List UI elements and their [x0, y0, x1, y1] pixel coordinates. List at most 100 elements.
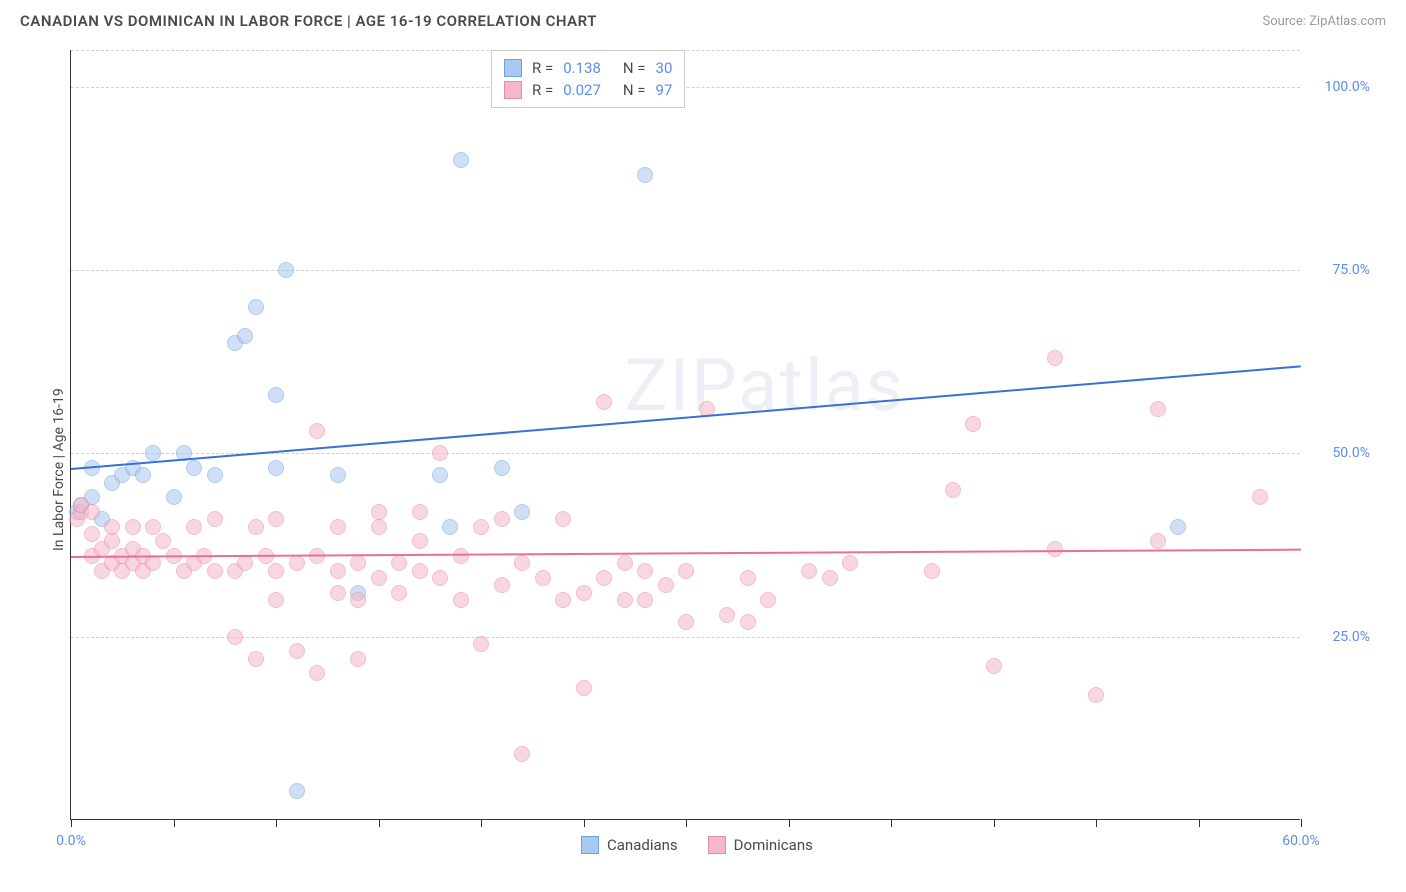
stats-n-label: N =	[623, 59, 646, 77]
legend-item: Dominicans	[708, 836, 813, 854]
data-point	[350, 592, 366, 608]
data-point	[412, 563, 428, 579]
data-point	[278, 262, 294, 278]
data-point	[391, 555, 407, 571]
data-point	[432, 467, 448, 483]
data-point	[473, 636, 489, 652]
data-point	[596, 394, 612, 410]
x-tick	[1096, 819, 1097, 827]
data-point	[555, 592, 571, 608]
x-tick	[71, 819, 72, 827]
data-point	[104, 519, 120, 535]
data-point	[678, 614, 694, 630]
data-point	[945, 482, 961, 498]
data-point	[309, 665, 325, 681]
data-point	[248, 651, 264, 667]
data-point	[494, 460, 510, 476]
x-tick	[481, 819, 482, 827]
data-point	[719, 607, 735, 623]
y-axis-label: In Labor Force | Age 16-19	[51, 388, 67, 551]
y-tick-label: 100.0%	[1310, 79, 1370, 95]
data-point	[760, 592, 776, 608]
data-point	[637, 592, 653, 608]
data-point	[432, 445, 448, 461]
x-tick	[789, 819, 790, 827]
stats-r-label: R =	[532, 59, 553, 77]
x-tick-label: 60.0%	[1282, 833, 1320, 849]
data-point	[289, 783, 305, 799]
data-point	[207, 467, 223, 483]
legend-swatch	[581, 836, 599, 854]
data-point	[268, 511, 284, 527]
data-point	[330, 585, 346, 601]
data-point	[1088, 687, 1104, 703]
data-point	[237, 555, 253, 571]
data-point	[514, 504, 530, 520]
x-tick-label: 0.0%	[56, 833, 86, 849]
data-point	[145, 445, 161, 461]
x-tick	[994, 819, 995, 827]
x-tick	[1301, 819, 1302, 827]
data-point	[494, 577, 510, 593]
data-point	[371, 570, 387, 586]
x-tick	[1199, 819, 1200, 827]
data-point	[268, 563, 284, 579]
data-point	[1252, 489, 1268, 505]
data-point	[1150, 401, 1166, 417]
gridline	[71, 50, 1300, 51]
y-tick-label: 25.0%	[1310, 629, 1370, 645]
data-point	[658, 577, 674, 593]
data-point	[1047, 541, 1063, 557]
data-point	[412, 533, 428, 549]
data-point	[155, 533, 171, 549]
data-point	[965, 416, 981, 432]
legend-swatch	[708, 836, 726, 854]
legend-label: Canadians	[607, 836, 678, 854]
x-tick	[584, 819, 585, 827]
data-point	[678, 563, 694, 579]
legend-swatch	[504, 59, 522, 77]
data-point	[268, 460, 284, 476]
data-point	[576, 680, 592, 696]
data-point	[453, 592, 469, 608]
data-point	[268, 387, 284, 403]
data-point	[842, 555, 858, 571]
legend-item: Canadians	[581, 836, 678, 854]
data-point	[289, 555, 305, 571]
data-point	[84, 526, 100, 542]
data-point	[822, 570, 838, 586]
gridline	[71, 87, 1300, 88]
data-point	[494, 511, 510, 527]
data-point	[268, 592, 284, 608]
data-point	[371, 519, 387, 535]
data-point	[104, 533, 120, 549]
data-point	[186, 519, 202, 535]
data-point	[145, 555, 161, 571]
data-point	[248, 519, 264, 535]
data-point	[535, 570, 551, 586]
data-point	[227, 629, 243, 645]
data-point	[145, 519, 161, 535]
data-point	[186, 460, 202, 476]
legend-label: Dominicans	[734, 836, 813, 854]
data-point	[555, 511, 571, 527]
data-point	[473, 519, 489, 535]
data-point	[350, 651, 366, 667]
data-point	[514, 555, 530, 571]
x-tick	[174, 819, 175, 827]
data-point	[453, 548, 469, 564]
stats-n-value: 30	[656, 59, 673, 77]
data-point	[637, 167, 653, 183]
data-point	[207, 563, 223, 579]
data-point	[740, 614, 756, 630]
data-point	[637, 563, 653, 579]
data-point	[330, 519, 346, 535]
data-point	[1170, 519, 1186, 535]
data-point	[309, 423, 325, 439]
data-point	[371, 504, 387, 520]
stats-r-value: 0.138	[563, 59, 601, 77]
stats-r-value: 0.027	[563, 81, 601, 99]
data-point	[740, 570, 756, 586]
plot-area: 25.0%50.0%75.0%100.0%0.0%60.0%In Labor F…	[70, 50, 1300, 820]
data-point	[330, 563, 346, 579]
